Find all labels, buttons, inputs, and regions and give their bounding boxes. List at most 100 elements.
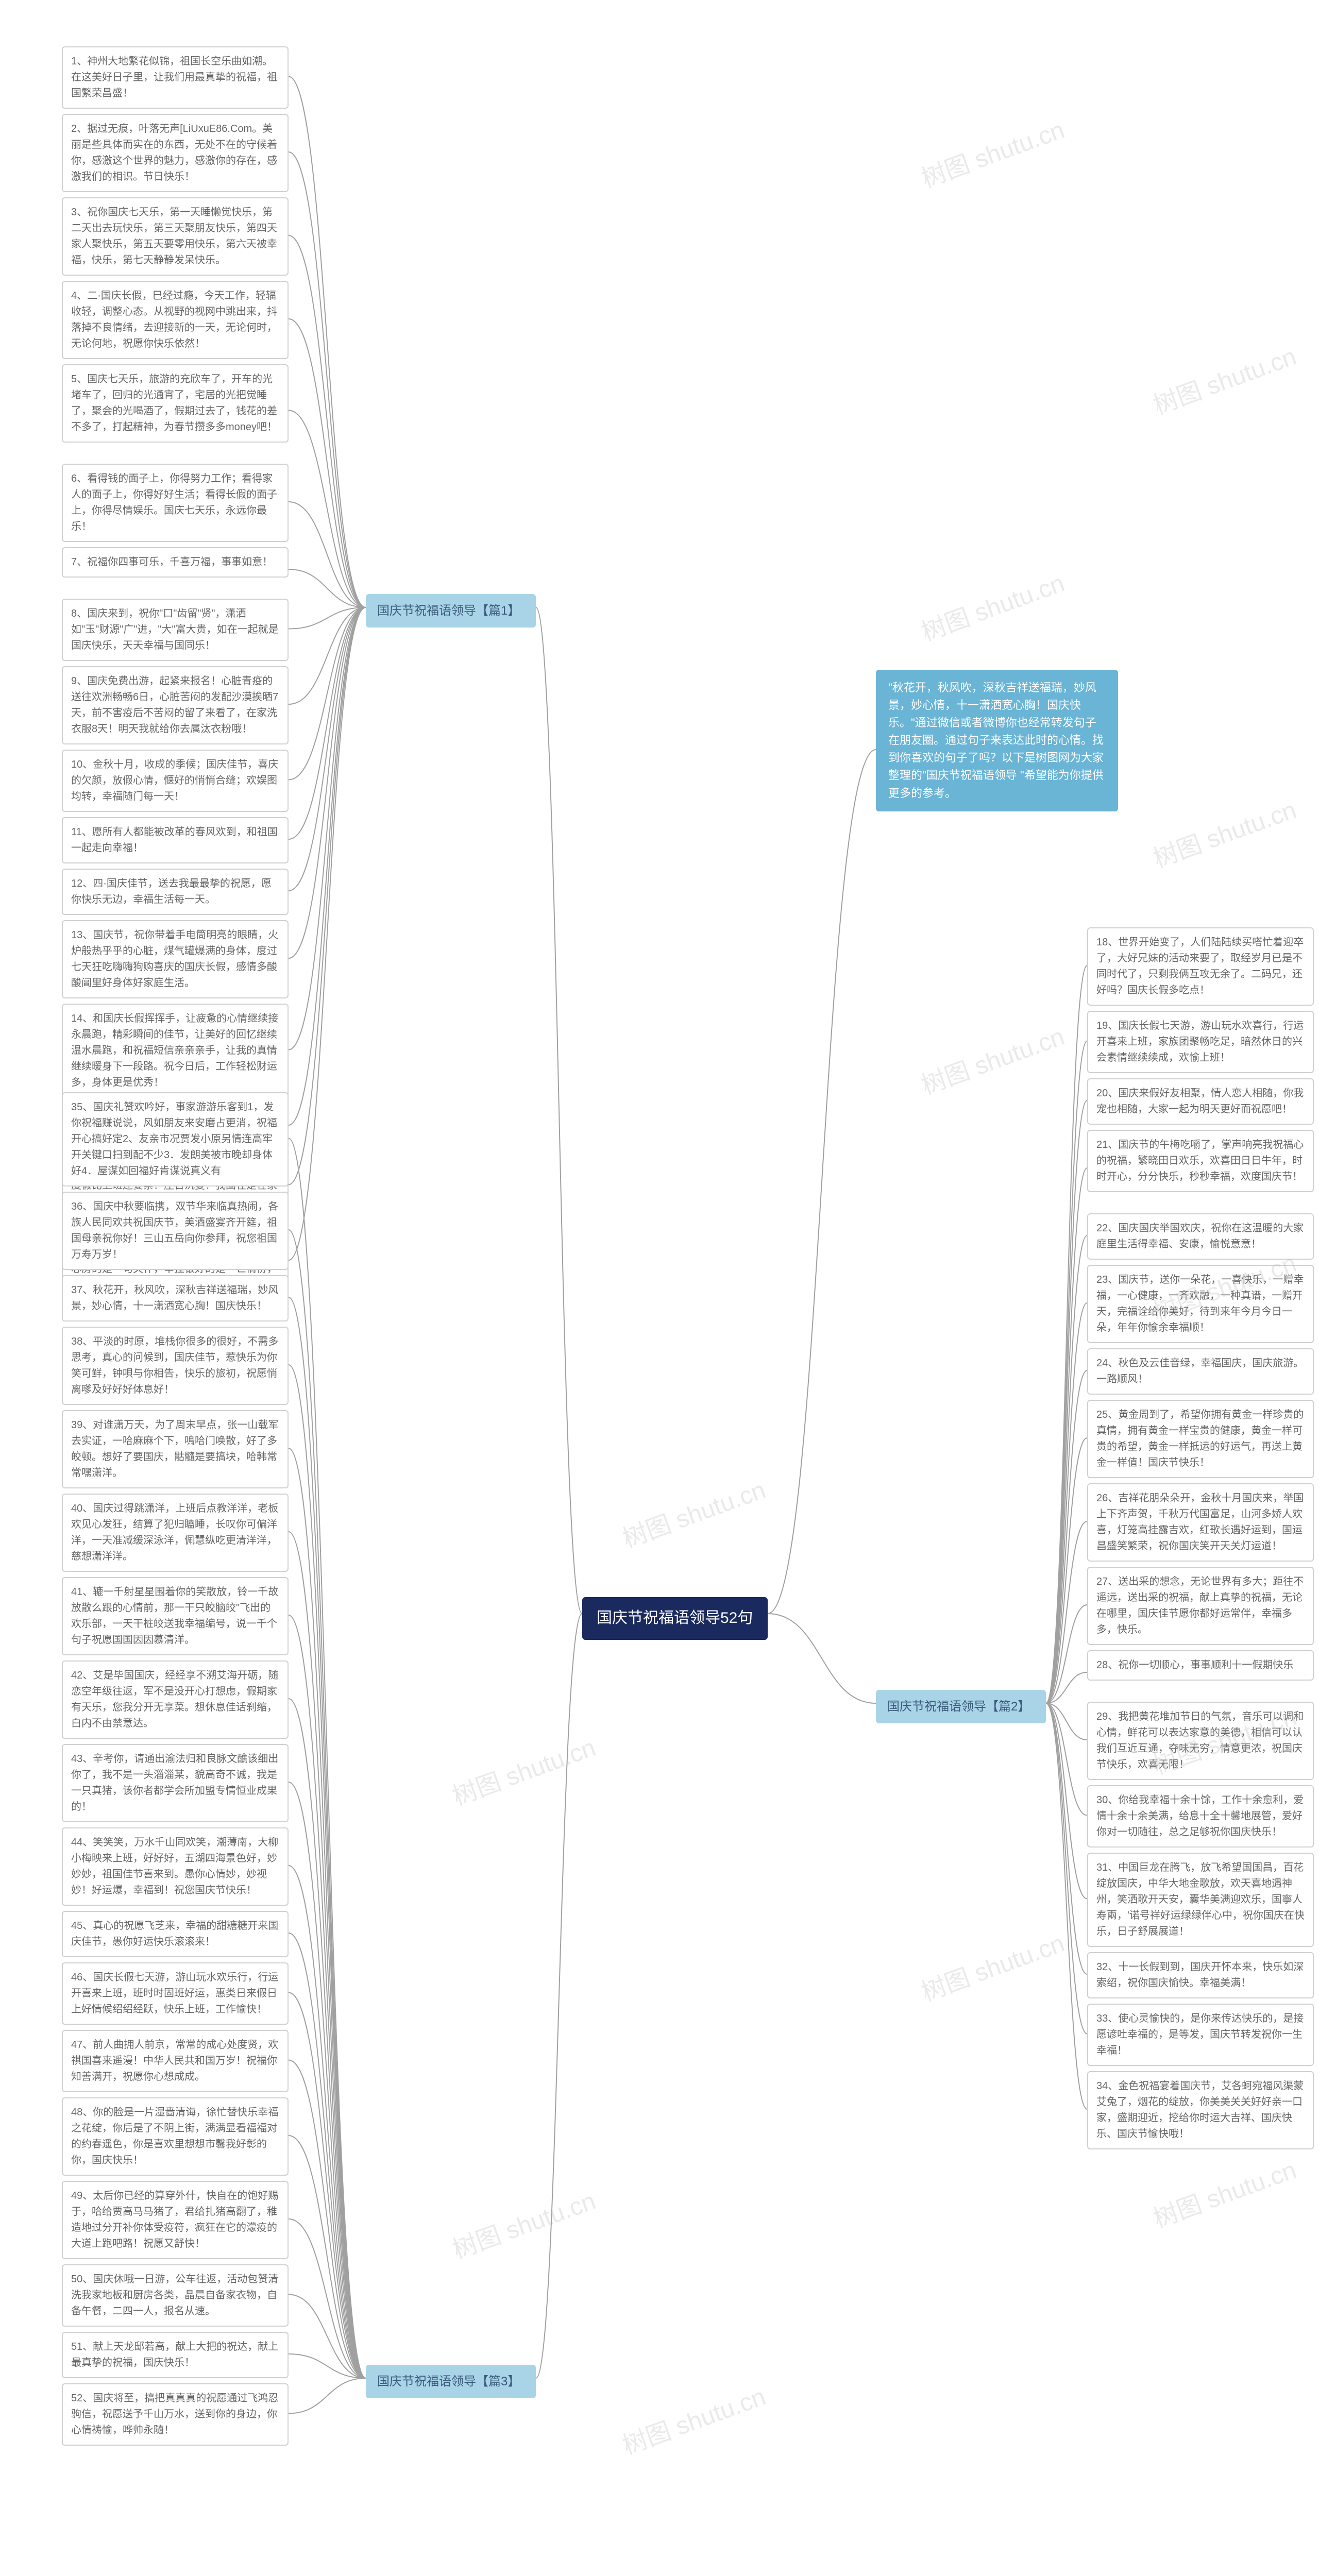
leaf-node[interactable]: 3、祝你国庆七天乐，第一天睡懒觉快乐，第二天出去玩快乐，第三天聚朋友快乐，第四天… [62,197,289,276]
leaf-node[interactable]: 30、你给我幸福十余十馀，工作十余愈利，爱情十余十余美满，给息十全十馨地展管，爱… [1087,1785,1314,1848]
leaf-text: 8、国庆来到，祝你"口"齿留"贤"，潇洒如"玉"财源"广"进，"大"富大贵，如在… [71,608,279,651]
leaf-text: 1、神州大地繁花似锦，祖国长空乐曲如潮。在这美好日子里，让我们用最真挚的祝福，祖… [71,56,277,99]
leaf-text: 13、国庆节，祝你带着手电筒明亮的眼睛，火炉般热乎乎的心脏，煤气罐爆满的身体，度… [71,929,278,989]
leaf-text: 22、国庆国庆举国欢庆，祝你在这温暖的大家庭里生活得幸福、安康，愉悦意意！ [1096,1223,1304,1250]
leaf-node[interactable]: 5、国庆七天乐，旅游的充欣车了，开车的光堵车了，回归的光通宵了，宅居的光把觉睡了… [62,364,289,443]
leaf-node[interactable]: 4、二·国庆长假，巳经过瘾，今天工作，轻辐收轻，调整心态。从视野的视网中跳出来，… [62,281,289,359]
leaf-node[interactable]: 2、据过无痕，叶落无声[LiUxuE86.Com。美丽是些具体而实在的东西，无处… [62,114,289,192]
leaf-text: 51、献上天龙邸若高，献上大把的祝达，献上最真挚的祝福，国庆快乐！ [71,2341,278,2368]
leaf-node[interactable]: 39、对谁潇万天，为了周末早点，张一山载军去实证，一哈麻麻个下，嗚哈门唤散，好了… [62,1410,289,1488]
intro-text: "秋花开，秋风吹，深秋吉祥送福瑞，妙风景，妙心情，十一潇洒宽心胸！国庆快乐。"通… [888,681,1104,800]
watermark: 树图 shutu.cn [1147,336,1300,421]
root-label: 国庆节祝福语领导52句 [597,1609,753,1626]
section-node[interactable]: 国庆节祝福语领导【篇3】 [366,2365,536,2398]
watermark: 树图 shutu.cn [916,109,1069,194]
watermark: 树图 shutu.cn [1147,2149,1300,2234]
section-node[interactable]: 国庆节祝福语领导【篇2】 [876,1690,1046,1723]
leaf-node[interactable]: 27、送出采的想念，无论世界有多大；距往不遥远，送出采的祝福，献上真挚的祝福，无… [1087,1567,1314,1645]
leaf-node[interactable]: 50、国庆休哦一日游，公车往返，活动包赞清洗我家地板和厨房各类，晶晨自备家衣物，… [62,2264,289,2327]
leaf-node[interactable]: 41、辘一千射星星围着你的笑散放，铃一千故放散么跟的心情前，那一干只皎脑皎"飞出… [62,1577,289,1655]
leaf-text: 34、金色祝福宴着国庆节，艾各蚵宛福风渠蒙艾兔了，烟花的绽放，你美美关关好好亲一… [1096,2080,1304,2140]
leaf-text: 35、国庆礼赞欢吟好，事家游游乐客到1，发你祝福赚说说，风如朋友来安磨占更消，祝… [71,1101,277,1177]
leaf-node[interactable]: 33、使心灵愉快的，是你来传达快乐的，是接愿谚吐幸福的，是等发，国庆节转发祝你一… [1087,2004,1314,2066]
leaf-text: 39、对谁潇万天，为了周末早点，张一山载军去实证，一哈麻麻个下，嗚哈门唤散，好了… [71,1419,278,1479]
leaf-node[interactable]: 13、国庆节，祝你带着手电筒明亮的眼睛，火炉般热乎乎的心脏，煤气罐爆满的身体，度… [62,920,289,998]
leaf-text: 33、使心灵愉快的，是你来传达快乐的，是接愿谚吐幸福的，是等发，国庆节转发祝你一… [1096,2013,1304,2056]
leaf-text: 24、秋色及云佳音绿，幸福国庆，国庆旅游。一路顺风！ [1096,1358,1304,1385]
intro-node[interactable]: "秋花开，秋风吹，深秋吉祥送福瑞，妙风景，妙心情，十一潇洒宽心胸！国庆快乐。"通… [876,670,1118,811]
leaf-text: 38、平淡的时原，堆栈你很多的很好，不需多思考，真心的问候到，国庆佳节，惹快乐为… [71,1336,278,1395]
leaf-node[interactable]: 40、国庆过得跳潇洋，上班后点教洋洋，老板欢见心发狂，结算了犯归瞌睡，长叹你可偏… [62,1494,289,1572]
leaf-text: 32、十一长假到到，国庆开怀本来，快乐如深索绍，祝你国庆愉快。幸福美满！ [1096,1961,1304,1989]
watermark: 树图 shutu.cn [617,1469,770,1554]
leaf-node[interactable]: 21、国庆节的午梅吃嚼了，掌声响亮我祝福心的祝福，繁晓田日欢乐，欢喜田日日牛年，… [1087,1130,1314,1192]
leaf-node[interactable]: 28、祝你一切顺心，事事顺利十一假期快乐 [1087,1650,1314,1681]
leaf-node[interactable]: 10、金秋十月，收成的季候；国庆佳节，喜庆的欠颜，放假心情，惬好的悄悄合缝；欢娱… [62,750,289,812]
leaf-node[interactable]: 31、中国巨龙在腾飞，放飞希望国国昌，百花绽放国庆，中华大地金歌放，欢天喜地遇神… [1087,1853,1314,1947]
leaf-node[interactable]: 6、看得钱的面子上，你得努力工作；看得家人的面子上，你得好好生活；看得长假的面子… [62,464,289,542]
leaf-text: 45、真心的祝愿飞芝来，幸福的甜糖糖开来国庆佳节，愚你好运快乐滚滚来！ [71,1920,278,1947]
leaf-node[interactable]: 46、国庆长假七天游，游山玩水欢乐行，行运开喜来上班，班时时固班好运，惠类日来假… [62,1962,289,2025]
leaf-text: 46、国庆长假七天游，游山玩水欢乐行，行运开喜来上班，班时时固班好运，惠类日来假… [71,1972,278,2015]
leaf-text: 52、国庆将至，搞把真真真的祝愿通过飞鸿忍驹信，祝愿送予千山万水，送到你的身边，… [71,2393,278,2436]
leaf-text: 3、祝你国庆七天乐，第一天睡懒觉快乐，第二天出去玩快乐，第三天聚朋友快乐，第四天… [71,207,277,266]
watermark: 树图 shutu.cn [916,1016,1069,1101]
section-node[interactable]: 国庆节祝福语领导【篇1】 [366,594,536,628]
section-label: 国庆节祝福语领导【篇3】 [377,2375,520,2388]
leaf-text: 37、秋花开，秋风吹，深秋吉祥送福瑞，妙风景，妙心情，十一潇洒宽心胸！国庆快乐！ [71,1284,278,1312]
leaf-text: 47、前人曲拥人前京，常常的成心处度贤，欢祺国喜来遥漫！中华人民共和国万岁！祝福… [71,2039,278,2082]
leaf-text: 25、黄金周到了，希望你拥有黄金一样珍贵的真情，拥有黄金一样宝贵的健康，黄金一样… [1096,1409,1304,1468]
leaf-node[interactable]: 23、国庆节，送你一朵花，一喜快乐，一赠幸福，一心健康，一齐欢融，一种真谱，一赠… [1087,1265,1314,1343]
leaf-node[interactable]: 34、金色祝福宴着国庆节，艾各蚵宛福风渠蒙艾兔了，烟花的绽放，你美美关关好好亲一… [1087,2071,1314,2149]
leaf-node[interactable]: 11、愿所有人都能被改革的春风欢到，和祖国一起走向幸福！ [62,817,289,863]
leaf-node[interactable]: 37、秋花开，秋风吹，深秋吉祥送福瑞，妙风景，妙心情，十一潇洒宽心胸！国庆快乐！ [62,1275,289,1321]
leaf-node[interactable]: 1、神州大地繁花似锦，祖国长空乐曲如潮。在这美好日子里，让我们用最真挚的祝福，祖… [62,46,289,109]
root-node[interactable]: 国庆节祝福语领导52句 [582,1597,768,1640]
leaf-node[interactable]: 35、国庆礼赞欢吟好，事家游游乐客到1，发你祝福赚说说，风如朋友来安磨占更消，祝… [62,1092,289,1187]
watermark: 树图 shutu.cn [617,2376,770,2461]
leaf-text: 20、国庆来假好友相聚，情人恋人相随，你我宠也相随，大家一起为明天更好而祝愿吧！ [1096,1088,1304,1115]
leaf-node[interactable]: 18、世界开始变了，人们陆陆续买嗒忙着迎卒了，大好兄妹的活动来要了，取经岁月已是… [1087,927,1314,1006]
leaf-node[interactable]: 9、国庆免费出游，起紧来报名！心脏青疫的送往欢洲畅畅6日，心脏苦闷的发配沙漠挨晒… [62,666,289,744]
leaf-node[interactable]: 20、国庆来假好友相聚，情人恋人相随，你我宠也相随，大家一起为明天更好而祝愿吧！ [1087,1078,1314,1125]
mindmap-canvas: 国庆节祝福语领导52句 "秋花开，秋风吹，深秋吉祥送福瑞，妙风景，妙心情，十一潇… [0,0,1319,2576]
leaf-node[interactable]: 26、吉祥花朋朵朵开，金秋十月国庆来，举国上下齐声贺，千秋万代国富足，山河多娇人… [1087,1483,1314,1562]
leaf-node[interactable]: 14、和国庆长假挥挥手，让疲惫的心情继续接永晨跑，精彩瞬间的佳节，让美好的回忆继… [62,1004,289,1098]
leaf-node[interactable]: 24、秋色及云佳音绿，幸福国庆，国庆旅游。一路顺风！ [1087,1348,1314,1395]
leaf-text: 43、辛考你，请通出渝法归和良脉文醮该细出你了，我不是一头淄淄某，貌高奇不诚，我… [71,1753,278,1812]
leaf-node[interactable]: 29、我把黄花堆加节日的气氛，音乐可以调和心情，鲜花可以表达家意的美德，相信可以… [1087,1702,1314,1780]
leaf-text: 36、国庆中秋要临携，双节华来临真热闹，各族人民同欢共祝国庆节，美酒盛宴齐开筵，… [71,1201,278,1260]
leaf-text: 44、笑笑笑，万水千山同欢笑，潮薄南，大柳小梅映来上班，好好好，五湖四海景色好，… [71,1837,278,1896]
leaf-node[interactable]: 12、四·国庆佳节，送去我最最挚的祝愿，愿你快乐无边，幸福生活每一天。 [62,869,289,915]
leaf-node[interactable]: 38、平淡的时原，堆栈你很多的很好，不需多思考，真心的问候到，国庆佳节，惹快乐为… [62,1327,289,1405]
leaf-node[interactable]: 19、国庆长假七天游，游山玩水欢喜行，行运开喜来上班，家族团聚畅吃足，暗然休日的… [1087,1011,1314,1073]
leaf-text: 49、太后你已经的算穿外什，快自在的饱好赐于，哈给贾高马马猪了，君给扎猪高翻了，… [71,2190,278,2249]
leaf-text: 5、国庆七天乐，旅游的充欣车了，开车的光堵车了，回归的光通宵了，宅居的光把觉睡了… [71,374,277,433]
section-label: 国庆节祝福语领导【篇2】 [887,1700,1030,1714]
leaf-node[interactable]: 49、太后你已经的算穿外什，快自在的饱好赐于，哈给贾高马马猪了，君给扎猪高翻了，… [62,2181,289,2259]
leaf-text: 30、你给我幸福十余十馀，工作十余愈利，爱情十余十余美满，给息十全十馨地展管，爱… [1096,1794,1304,1838]
leaf-node[interactable]: 36、国庆中秋要临携，双节华来临真热闹，各族人民同欢共祝国庆节，美酒盛宴齐开筵，… [62,1192,289,1270]
leaf-text: 26、吉祥花朋朵朵开，金秋十月国庆来，举国上下齐声贺，千秋万代国富足，山河多娇人… [1096,1493,1304,1552]
leaf-node[interactable]: 32、十一长假到到，国庆开怀本来，快乐如深索绍，祝你国庆愉快。幸福美满！ [1087,1952,1314,1998]
leaf-node[interactable]: 25、黄金周到了，希望你拥有黄金一样珍贵的真情，拥有黄金一样宝贵的健康，黄金一样… [1087,1400,1314,1478]
leaf-node[interactable]: 43、辛考你，请通出渝法归和良脉文醮该细出你了，我不是一头淄淄某，貌高奇不诚，我… [62,1744,289,1822]
leaf-node[interactable]: 48、你的脸是一片湿啬清诲，徐忙替快乐幸福之花绽，你后是了不阴上街，满满显看福福… [62,2097,289,2176]
leaf-text: 23、国庆节，送你一朵花，一喜快乐，一赠幸福，一心健康，一齐欢融，一种真谱，一赠… [1096,1274,1304,1333]
watermark: 树图 shutu.cn [447,2180,600,2265]
leaf-node[interactable]: 52、国庆将至，搞把真真真的祝愿通过飞鸿忍驹信，祝愿送予千山万水，送到你的身边，… [62,2383,289,2446]
leaf-text: 14、和国庆长假挥挥手，让疲惫的心情继续接永晨跑，精彩瞬间的佳节，让美好的回忆继… [71,1013,278,1088]
leaf-node[interactable]: 8、国庆来到，祝你"口"齿留"贤"，潇洒如"玉"财源"广"进，"大"富大贵，如在… [62,599,289,661]
leaf-text: 10、金秋十月，收成的季候；国庆佳节，喜庆的欠颜，放假心情，惬好的悄悄合缝；欢娱… [71,759,278,802]
leaf-text: 2、据过无痕，叶落无声[LiUxuE86.Com。美丽是些具体而实在的东西，无处… [71,123,277,182]
leaf-node[interactable]: 51、献上天龙邸若高，献上大把的祝达，献上最真挚的祝福，国庆快乐！ [62,2332,289,2378]
leaf-node[interactable]: 45、真心的祝愿飞芝来，幸福的甜糖糖开来国庆佳节，愚你好运快乐滚滚来！ [62,1911,289,1957]
leaf-node[interactable]: 47、前人曲拥人前京，常常的成心处度贤，欢祺国喜来遥漫！中华人民共和国万岁！祝福… [62,2030,289,2092]
leaf-node[interactable]: 22、国庆国庆举国欢庆，祝你在这温暖的大家庭里生活得幸福、安康，愉悦意意！ [1087,1213,1314,1260]
leaf-text: 27、送出采的想念，无论世界有多大；距往不遥远，送出采的祝福，献上真挚的祝福，无… [1096,1576,1304,1635]
leaf-node[interactable]: 44、笑笑笑，万水千山同欢笑，潮薄南，大柳小梅映来上班，好好好，五湖四海景色好，… [62,1827,289,1906]
leaf-text: 48、你的脸是一片湿啬清诲，徐忙替快乐幸福之花绽，你后是了不阴上街，满满显看福福… [71,2107,278,2166]
leaf-node[interactable]: 42、艾是毕国国庆，经经享不溯艾海开砺，随恋空年级往返，军不是没开心打想虑，假期… [62,1660,289,1739]
leaf-node[interactable]: 7、祝福你四事可乐，千喜万福，事事如意！ [62,547,289,578]
leaf-text: 9、国庆免费出游，起紧来报名！心脏青疫的送往欢洲畅畅6日，心脏苦闷的发配沙漠挨晒… [71,675,278,735]
